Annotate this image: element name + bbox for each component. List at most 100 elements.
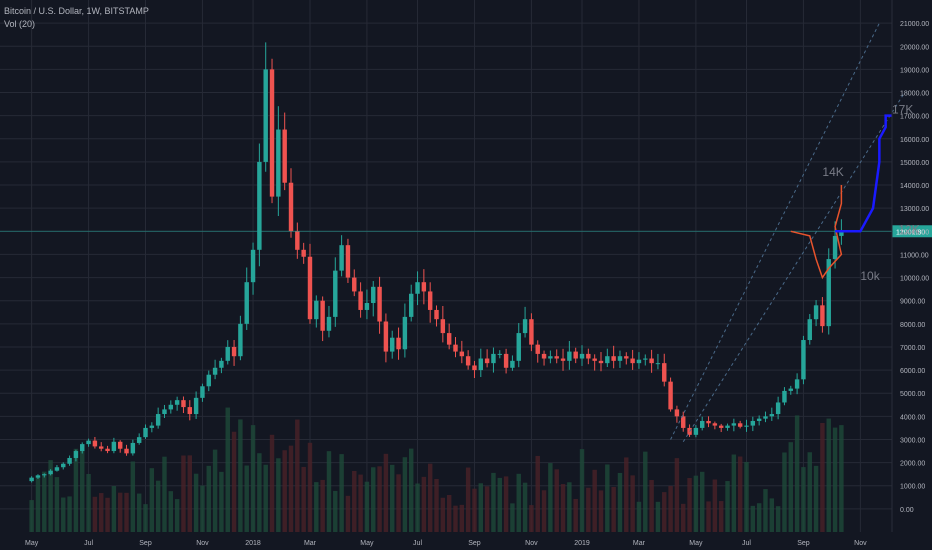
candle-body (592, 358, 597, 361)
candle-body (554, 356, 559, 359)
volume-bar (788, 442, 793, 532)
volume-bar (630, 475, 635, 532)
volume-bar (181, 455, 186, 532)
volume-bar (440, 497, 446, 532)
candle-body (718, 425, 724, 428)
candle-body (725, 425, 730, 428)
candle-body (737, 423, 743, 427)
volume-bar (371, 467, 376, 532)
volume-bar (421, 476, 427, 532)
volume-bar (775, 506, 781, 532)
candle-body (529, 319, 534, 345)
candle-body (421, 282, 427, 292)
candle-body (503, 353, 509, 368)
annotation-label: 14K (822, 165, 843, 179)
symbol-title[interactable]: Bitcoin / U.S. Dollar, 1W, BITSTAMP (4, 6, 149, 16)
candle-body (497, 353, 502, 355)
volume-bar (573, 498, 578, 532)
y-tick-label: 16000.00 (900, 137, 929, 144)
y-tick-label: 7000.00 (900, 345, 925, 352)
volume-bar (396, 474, 401, 532)
volume-bar (624, 457, 629, 532)
candle-body (567, 351, 572, 361)
candle-body (598, 360, 604, 364)
candle-body (73, 451, 79, 458)
candle-body (839, 231, 844, 236)
volume-bar (687, 478, 692, 532)
candle-body (440, 319, 446, 334)
volume-bar (333, 490, 338, 532)
axes: 0.00 1000.00 2000.00 3000.00 4000.00 5000.00 6… (25, 0, 929, 547)
x-tick-label: Nov (196, 540, 209, 547)
volume-bar (307, 442, 313, 532)
candle-body (510, 360, 515, 368)
candle-body (130, 442, 136, 454)
candle-body (446, 333, 452, 345)
volume-bar (301, 466, 306, 532)
candle-body (516, 333, 521, 361)
volume-bar (560, 484, 566, 532)
volume-bar (548, 463, 553, 532)
candle-body (200, 386, 205, 398)
x-tick-label: 2018 (245, 540, 261, 547)
candle-body (744, 425, 749, 427)
volume-bar (155, 480, 161, 532)
volume-bar (832, 427, 838, 532)
y-tick-label: 8000.00 (900, 322, 925, 329)
candle-body (238, 323, 243, 357)
candle-body (231, 346, 237, 357)
volume-indicator-label[interactable]: Vol (20) (4, 19, 36, 29)
candle-body (390, 337, 395, 352)
drawings[interactable]: 12001.80 17K 14K 12K 10k (0, 22, 932, 443)
candlesticks[interactable] (29, 42, 844, 483)
volume-bar (763, 489, 768, 532)
volume-bar (503, 476, 509, 532)
candle-body (162, 409, 167, 415)
volume-bar (200, 485, 205, 532)
candle-body (301, 249, 306, 257)
candle-body (193, 397, 199, 415)
candle-body (782, 390, 787, 403)
volume-bar (29, 500, 34, 532)
candle-body (320, 300, 325, 331)
candle-body (535, 344, 540, 354)
volume-bar (402, 457, 408, 532)
last-price-tag (892, 225, 932, 238)
volume-bar (35, 476, 41, 532)
volume-bar (662, 492, 667, 532)
volume-bar (105, 497, 110, 532)
volume-bar (794, 415, 800, 532)
candle-body (681, 416, 686, 428)
volume-bar (269, 434, 275, 532)
volume-bar (655, 501, 661, 532)
volume-bar (541, 490, 547, 532)
volume-bar (80, 449, 85, 532)
candle-body (465, 356, 471, 366)
volume-bar (288, 445, 294, 532)
volume-bar (807, 452, 812, 532)
volume-bar (522, 482, 528, 532)
volume-bar (238, 419, 243, 532)
volume-bars (29, 407, 844, 532)
volume-bar (358, 474, 363, 532)
candle-body (67, 457, 72, 464)
candle-body (402, 316, 408, 350)
candle-body (136, 437, 142, 443)
y-tick-label: 0.00 (900, 507, 914, 514)
candle-body (244, 282, 249, 324)
y-tick-label: 4000.00 (900, 414, 925, 421)
volume-bar (813, 465, 819, 532)
candle-body (295, 231, 300, 250)
volume-bar (364, 481, 370, 532)
candle-body (484, 358, 490, 364)
y-tick-label: 15000.00 (900, 160, 929, 167)
volume-bar (478, 483, 484, 532)
candle-body (206, 374, 211, 387)
candle-body (573, 351, 578, 359)
candle-body (219, 360, 224, 368)
candle-body (586, 353, 591, 359)
candle-body (29, 477, 34, 482)
volume-bar (111, 485, 117, 532)
